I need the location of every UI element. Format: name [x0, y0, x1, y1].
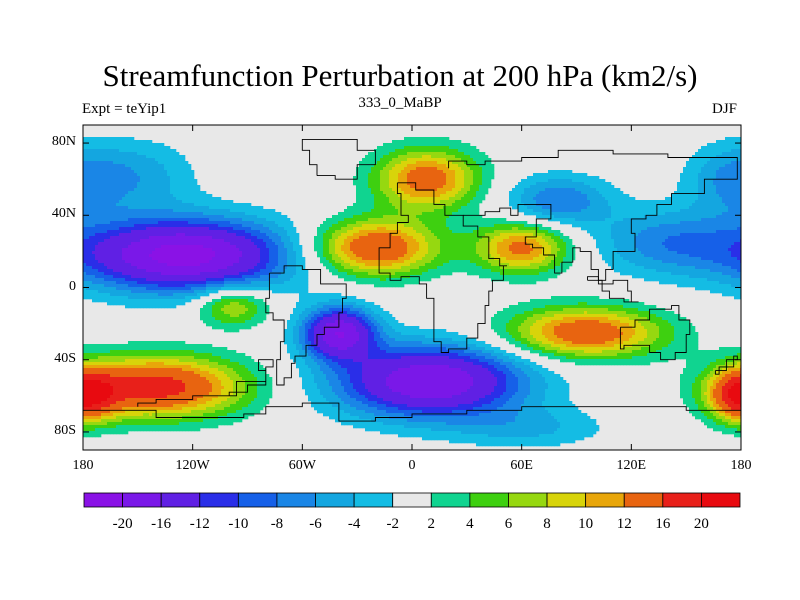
colorbar-label: -12	[189, 516, 210, 532]
lon-tick-label: 180	[730, 458, 752, 473]
colorbar-box	[701, 492, 741, 508]
lon-tick-label: 120W	[175, 458, 210, 473]
colorbar-box	[662, 492, 702, 508]
coastline-segment	[714, 355, 738, 375]
coastline-segment	[378, 182, 507, 353]
lon-tick-label: 60W	[288, 458, 316, 473]
colorbar-label: -16	[151, 516, 172, 532]
colorbar-box	[83, 492, 123, 508]
colorbar-label: 6	[504, 516, 513, 532]
colorbar-box	[546, 492, 587, 508]
colorbar-box	[469, 492, 509, 508]
coastline-segment	[448, 149, 738, 281]
colorbar-box	[392, 492, 432, 508]
coastlines	[83, 138, 742, 422]
map-ticks	[82, 125, 742, 450]
coastline-segment	[619, 305, 691, 361]
colorbar-label: 8	[543, 516, 551, 532]
season-label: DJF	[712, 101, 738, 117]
colorbar-box	[122, 492, 162, 508]
colorbar-label: -2	[386, 516, 399, 532]
case-label: 333_0_MaBP	[358, 95, 442, 111]
streamfunction-field	[83, 125, 742, 450]
colorbar-box	[199, 492, 239, 508]
lon-tick-label: 180	[72, 458, 94, 473]
colorbar-box	[508, 492, 548, 508]
colorbar-box	[160, 492, 201, 508]
coastline-segment	[265, 265, 347, 386]
colorbar	[83, 492, 741, 508]
lat-tick-label: 40S	[54, 350, 76, 366]
colorbar-label: 12	[616, 516, 632, 532]
experiment-label: Expt = teYip1	[82, 101, 167, 117]
lat-tick-label: 80N	[51, 134, 76, 150]
colorbar-box	[585, 492, 625, 508]
lat-tick-label: 80S	[54, 422, 76, 438]
colorbar-label: -10	[228, 516, 249, 532]
lat-tick-label: 40N	[51, 206, 76, 222]
colorbar-label: 10	[578, 516, 594, 532]
colorbar-label: -4	[347, 516, 361, 532]
lon-tick-label: 120E	[616, 458, 647, 473]
colorbar-box	[430, 492, 471, 508]
lon-tick-label: 0	[408, 458, 416, 473]
colorbar-label: -20	[112, 516, 133, 532]
coastline-segment	[587, 276, 639, 303]
colorbar-box	[315, 492, 355, 508]
lat-tick-label: 0	[69, 278, 76, 294]
colorbar-label: 20	[693, 516, 709, 532]
colorbar-box	[276, 492, 316, 508]
coastline-segment	[137, 359, 274, 407]
coastline-segment	[83, 402, 742, 422]
colorbar-box	[353, 492, 394, 508]
coastline-segment	[301, 138, 376, 180]
colorbar-label: 16	[655, 516, 671, 532]
colorbar-label: 4	[466, 516, 474, 532]
colorbar-label: -6	[309, 516, 322, 532]
colorbar-label: -8	[270, 516, 284, 532]
colorbar-box	[237, 492, 278, 508]
colorbar-box	[623, 492, 664, 508]
colorbar-label: 2	[427, 516, 436, 532]
lon-tick-label: 60E	[510, 458, 533, 473]
plot-title: Streamfunction Perturbation at 200 hPa (…	[102, 58, 698, 93]
